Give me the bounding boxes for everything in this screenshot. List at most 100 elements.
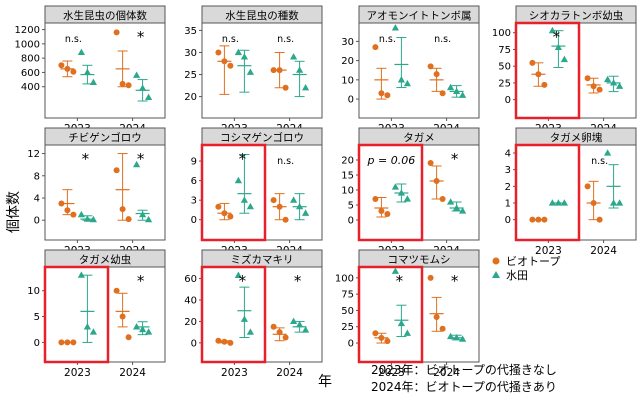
data-point [276,203,283,210]
y-tick-label: 0 [348,216,354,227]
data-point [459,335,467,342]
series-paddy [234,271,310,338]
data-point [145,328,153,335]
x-tick-label: 2023 [535,245,562,257]
data-point [290,317,298,325]
data-point [391,24,399,31]
series-biotope [372,44,446,100]
data-point [125,216,132,223]
series-paddy [77,271,153,343]
data-point [83,215,91,222]
data-point [403,195,411,202]
series-biotope [372,160,446,218]
data-point [246,68,254,75]
significance-label: n.s. [434,34,451,45]
y-tick-label: 5 [348,201,354,212]
data-point [459,91,467,98]
significance-label: n.s. [65,34,82,45]
data-point [276,329,283,336]
data-point [590,83,597,90]
data-point [240,53,248,60]
series-biotope [529,59,603,94]
data-point [227,62,234,69]
data-point [70,68,77,75]
data-point [139,84,147,91]
panel-title: シオカラトンボ幼虫 [529,9,624,22]
data-point [133,71,141,78]
data-point [447,198,455,205]
data-point [372,196,379,202]
data-point [384,338,391,345]
data-point [83,323,91,330]
y-tick-label: 100 [492,28,511,39]
y-tick-label: 10 [341,186,354,197]
series-paddy [77,160,153,223]
y-tick-label: 6 [191,176,197,187]
data-point [610,199,618,206]
y-tick-label: 0 [34,338,40,349]
data-point [296,320,304,328]
panel-5: チビゲンゴロウ0481220232024** [27,127,166,257]
data-point [596,216,603,223]
data-point [433,71,440,78]
series-biotope [529,180,603,223]
significance-label: n.s. [379,34,396,45]
y-tick-label: 0 [348,339,354,350]
data-point [372,44,379,51]
data-point [139,210,147,218]
y-tick-label: 20 [341,56,354,67]
significance-label: * [239,150,247,168]
y-tick-label: 25 [341,322,354,333]
y-tick-label: 3 [191,196,197,207]
data-point [70,211,77,218]
data-point [378,334,385,341]
data-point [58,339,65,346]
panel-frame [515,5,637,119]
series-paddy [548,149,624,209]
data-point [77,48,85,56]
series-biotope [58,287,132,346]
data-point [378,208,385,214]
y-tick-label: 12 [27,149,40,160]
panel-11: コマツモムシ 0 25 50 75 100 2023 2024 * * [335,249,480,379]
data-point [58,62,65,69]
panel-6: コシマゲンゴロウ036920232024*n.s. [191,127,323,257]
panel-title: 水生昆虫の種数 [225,9,299,22]
y-tick-label: 60 [184,274,197,285]
panel-title: タガメ卵塊 [550,131,603,144]
data-point [535,71,542,78]
data-point [58,200,65,207]
x-tick-label: 2024 [590,245,617,257]
data-point [529,59,536,66]
legend-marker-biotope [492,257,500,265]
y-tick-label: 100 [335,273,354,284]
y-tick-label: 0 [505,215,511,226]
data-point [270,323,277,330]
data-point [529,216,536,223]
significance-label: n.s. [277,156,294,167]
notes: 2023年：ビオトープの代掻きなし 2024年：ビオトープの代掻きあり [371,362,557,396]
data-point [584,183,591,190]
x-tick-label: 2024 [276,367,303,379]
highlight-box [200,143,267,242]
data-point [403,329,411,336]
legend: ビオトープ 水田 [492,255,560,282]
data-point [221,210,228,217]
panel-10: ミズカマキリ 0 20 40 60 2023 2024 * * [184,249,323,379]
data-point [433,313,440,320]
panel-4: シオカラトンボ幼虫025507510020232024* [492,5,637,135]
data-point [113,167,120,174]
significance-label: * [294,272,302,290]
y-tick-label: 5 [34,312,40,323]
data-point [391,267,399,274]
series-biotope [58,153,132,223]
data-point [125,334,132,341]
data-point [433,178,440,184]
legend-label-paddy: 水田 [506,269,528,282]
data-point [453,87,461,94]
data-point [270,67,277,74]
series-paddy [234,48,310,98]
y-tick-label: 35 [184,26,197,37]
significance-label: n.s. [591,156,608,167]
data-point [384,92,391,99]
